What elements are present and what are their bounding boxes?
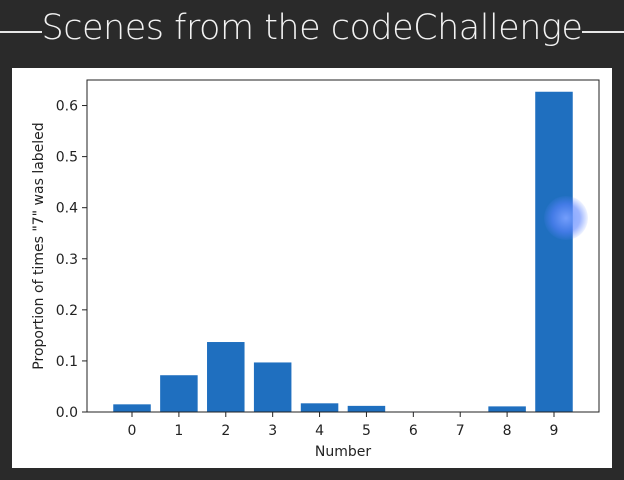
- y-tick-label: 0.4: [56, 201, 78, 217]
- bar-8: [488, 406, 526, 412]
- y-axis-label: Proportion of times "7" was labeled: [31, 122, 47, 369]
- title-bar: Scenes from the codeChallenge: [0, 0, 624, 62]
- y-tick-label: 0.2: [56, 303, 78, 319]
- x-tick-label: 7: [456, 423, 465, 439]
- y-tick-label: 0.1: [56, 354, 78, 370]
- x-tick-label: 0: [128, 423, 137, 439]
- x-tick-label: 2: [221, 423, 230, 439]
- x-tick-label: 9: [550, 423, 559, 439]
- mouse-cursor-icon: [544, 196, 588, 240]
- y-tick-label: 0.6: [56, 99, 78, 115]
- plot-frame: [86, 79, 600, 413]
- bar-9: [535, 91, 573, 413]
- x-ticks-group: 0 1 2 3 4 5 6 7 8 9: [128, 412, 559, 439]
- bar-4: [300, 403, 339, 412]
- y-tick-label: 0.0: [56, 405, 78, 421]
- x-tick-label: 6: [409, 423, 418, 439]
- x-tick-label: 8: [503, 423, 512, 439]
- title-divider-right: [582, 31, 624, 33]
- y-tick-label: 0.5: [56, 150, 78, 166]
- bars-group: [113, 91, 573, 413]
- y-ticks-group: 0.0 0.1 0.2 0.3 0.4 0.5 0.6: [56, 99, 87, 421]
- y-tick-label: 0.3: [56, 252, 78, 268]
- x-tick-label: 1: [174, 423, 183, 439]
- bar-1: [160, 375, 198, 412]
- title-divider-left: [0, 31, 42, 33]
- x-tick-label: 4: [315, 423, 324, 439]
- x-tick-label: 3: [268, 423, 277, 439]
- x-tick-label: 5: [362, 423, 371, 439]
- bar-5: [347, 405, 386, 412]
- bar-0: [113, 404, 151, 412]
- bar-2: [207, 342, 245, 412]
- x-axis-label: Number: [315, 444, 371, 460]
- page-title: Scenes from the codeChallenge: [41, 8, 583, 48]
- bar-3: [253, 362, 292, 412]
